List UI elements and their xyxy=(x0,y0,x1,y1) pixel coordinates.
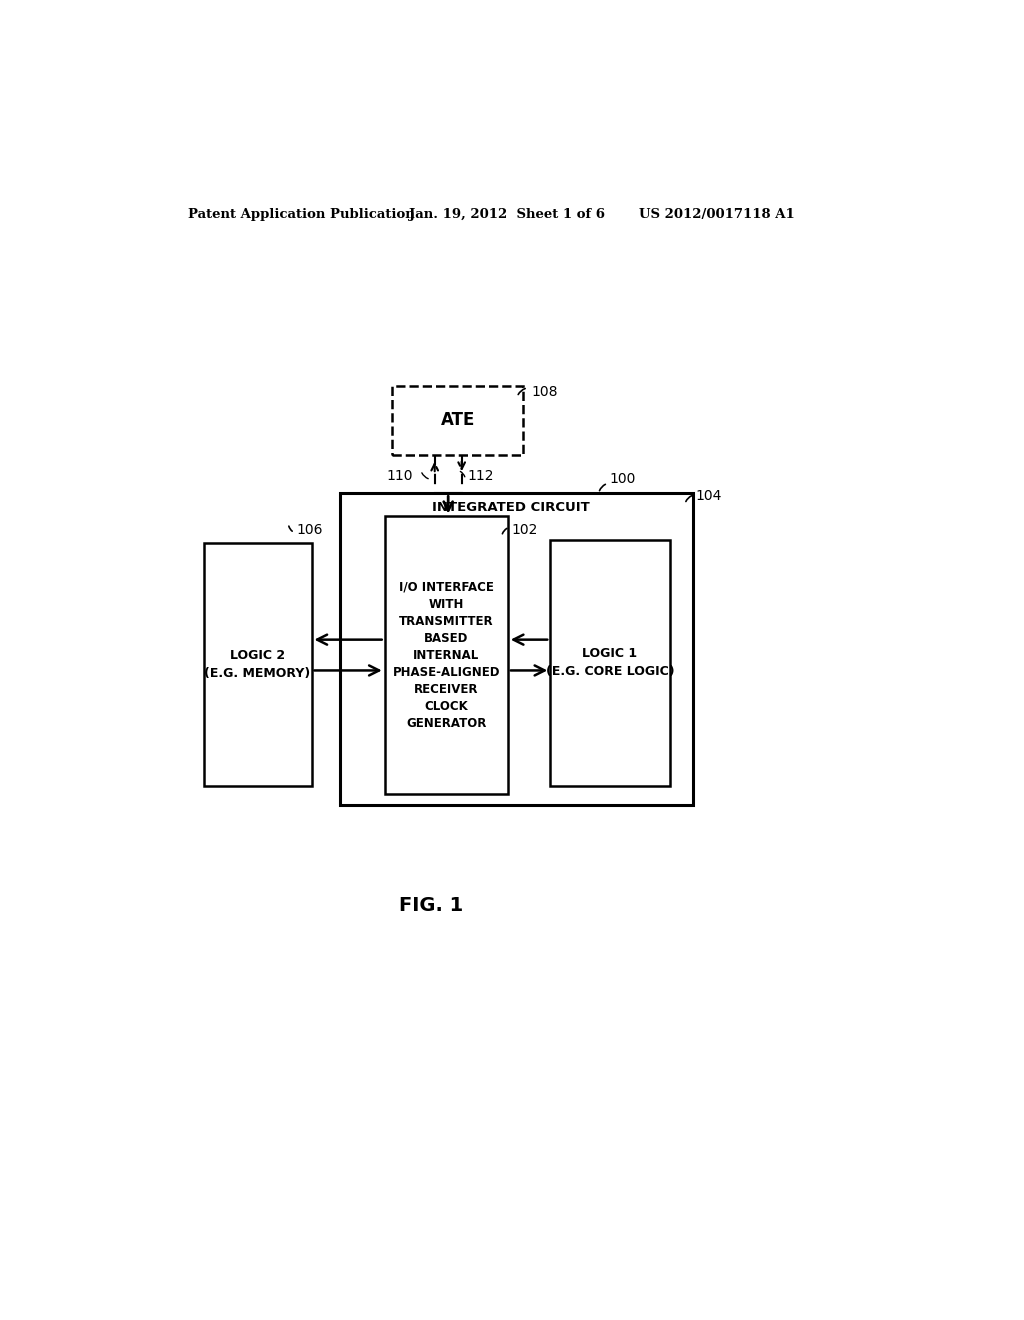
Text: 112: 112 xyxy=(468,470,495,483)
Text: I/O INTERFACE
WITH
TRANSMITTER
BASED
INTERNAL
PHASE-ALIGNED
RECEIVER
CLOCK
GENER: I/O INTERFACE WITH TRANSMITTER BASED INT… xyxy=(392,581,500,730)
Text: Patent Application Publication: Patent Application Publication xyxy=(188,209,415,222)
Text: 108: 108 xyxy=(531,384,557,399)
Text: 102: 102 xyxy=(511,523,538,537)
Bar xyxy=(204,544,311,785)
Text: LOGIC 1
(E.G. CORE LOGIC): LOGIC 1 (E.G. CORE LOGIC) xyxy=(546,647,674,678)
Text: 104: 104 xyxy=(695,490,722,503)
Text: FIG. 1: FIG. 1 xyxy=(398,896,463,915)
Text: LOGIC 2
(E.G. MEMORY): LOGIC 2 (E.G. MEMORY) xyxy=(205,649,310,680)
Bar xyxy=(550,540,670,785)
Text: US 2012/0017118 A1: US 2012/0017118 A1 xyxy=(639,209,795,222)
Bar xyxy=(340,494,692,805)
Text: 100: 100 xyxy=(609,473,636,487)
Text: INTEGRATED CIRCUIT: INTEGRATED CIRCUIT xyxy=(432,500,590,513)
Bar xyxy=(385,516,508,793)
Text: 106: 106 xyxy=(296,523,323,536)
Text: 110: 110 xyxy=(387,470,413,483)
Text: ATE: ATE xyxy=(440,412,475,429)
Text: Jan. 19, 2012  Sheet 1 of 6: Jan. 19, 2012 Sheet 1 of 6 xyxy=(410,209,605,222)
Bar xyxy=(392,385,523,455)
